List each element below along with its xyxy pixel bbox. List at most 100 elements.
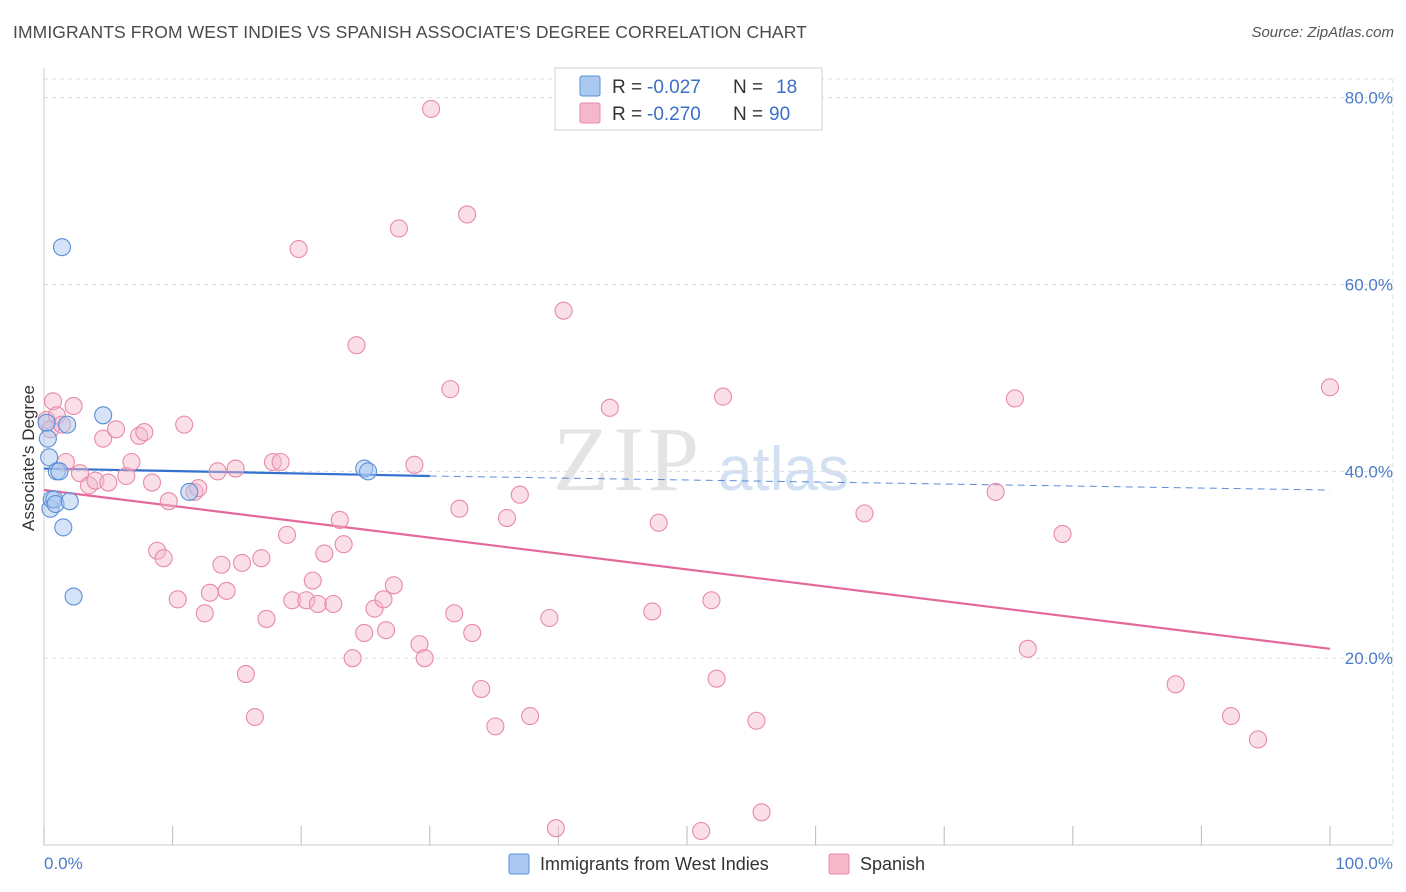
y-tick-label-60: 60.0% [1345, 276, 1393, 295]
y-tick-label-20: 20.0% [1345, 649, 1393, 668]
legend-r-label-1: R = [612, 104, 642, 125]
point-spanish-18 [148, 541, 167, 560]
point-spanish-13 [117, 466, 136, 486]
point-spanish-87 [1166, 675, 1185, 694]
legend-r-value-0: -0.027 [647, 77, 701, 98]
point-spanish-35 [257, 609, 276, 628]
point-spanish-48 [343, 649, 362, 668]
legend-n-label-1: N = [733, 104, 763, 125]
point-west-indies-12 [60, 492, 79, 511]
point-west-indies-9 [52, 238, 72, 257]
series-legend-swatch-west-indies [508, 853, 530, 875]
point-spanish-53 [377, 621, 396, 640]
point-spanish-57 [410, 635, 429, 654]
point-spanish-47 [334, 535, 353, 554]
point-spanish-12 [106, 420, 126, 439]
point-spanish-62 [450, 499, 469, 518]
point-spanish-14 [122, 452, 141, 472]
point-spanish-17 [142, 473, 162, 492]
point-west-indies-10 [54, 518, 73, 537]
point-spanish-39 [283, 591, 302, 610]
point-spanish-72 [554, 301, 573, 320]
point-spanish-55 [389, 219, 408, 238]
y-axis-title: Associate's Degree [19, 385, 38, 531]
axes [43, 68, 1393, 846]
point-spanish-76 [692, 821, 711, 841]
y-tick-label-40: 40.0% [1345, 462, 1393, 481]
data-points [37, 99, 1340, 841]
point-spanish-11 [99, 473, 118, 492]
point-spanish-65 [472, 679, 491, 699]
series-legend-swatch-spanish [828, 853, 850, 875]
point-spanish-29 [217, 581, 236, 600]
legend-n-value-1: 90 [769, 104, 790, 125]
legend-swatch-west-indies [579, 75, 601, 97]
point-spanish-56 [405, 455, 424, 474]
point-spanish-84 [1005, 389, 1024, 408]
x-tick-label-max: 100.0% [1335, 854, 1393, 873]
point-west-indies-17 [359, 462, 378, 481]
point-spanish-49 [347, 336, 366, 355]
point-spanish-61 [445, 604, 464, 623]
point-spanish-67 [497, 508, 517, 528]
point-spanish-60 [441, 380, 460, 399]
point-spanish-8 [79, 476, 99, 495]
point-spanish-44 [315, 544, 334, 563]
point-spanish-20 [159, 492, 178, 511]
point-spanish-68 [510, 485, 529, 504]
point-spanish-69 [521, 707, 540, 726]
point-spanish-85 [1018, 639, 1037, 658]
point-spanish-33 [245, 707, 264, 727]
series-legend-label-spanish: Spanish [860, 854, 925, 874]
point-spanish-31 [232, 553, 252, 572]
point-spanish-46 [330, 510, 349, 529]
point-spanish-70 [540, 608, 559, 628]
point-spanish-50 [355, 623, 374, 642]
point-spanish-43 [308, 594, 327, 614]
trend-line-spanish [43, 488, 1331, 650]
point-spanish-82 [855, 504, 874, 523]
point-west-indies-2 [40, 448, 59, 467]
point-spanish-81 [752, 803, 771, 822]
point-spanish-16 [135, 423, 154, 442]
point-spanish-7 [70, 464, 90, 483]
point-spanish-41 [297, 591, 316, 610]
point-spanish-38 [278, 525, 297, 544]
point-spanish-32 [236, 665, 255, 684]
point-spanish-88 [1221, 707, 1241, 726]
point-spanish-86 [1053, 524, 1072, 543]
source-label: Source: ZipAtlas.com [1251, 24, 1394, 41]
point-west-indies-11 [58, 415, 77, 434]
point-spanish-59 [422, 99, 441, 118]
watermark-zip: ZIP [553, 408, 703, 510]
point-spanish-66 [486, 717, 505, 736]
y-tick-label-80: 80.0% [1345, 89, 1393, 108]
watermark-atlas: atlas [718, 435, 849, 504]
point-spanish-64 [463, 623, 482, 642]
point-spanish-19 [154, 549, 173, 568]
y-tick-labels: 20.0% 40.0% 60.0% 80.0% [1345, 89, 1393, 668]
point-spanish-58 [415, 649, 434, 668]
point-west-indies-14 [94, 406, 113, 425]
point-spanish-25 [195, 604, 214, 623]
point-spanish-78 [707, 669, 726, 688]
point-spanish-28 [212, 555, 231, 574]
point-spanish-77 [702, 591, 721, 610]
point-spanish-52 [374, 590, 393, 609]
series-legend: Immigrants from West Indies Spanish [508, 853, 925, 875]
point-spanish-90 [1320, 378, 1340, 397]
point-spanish-36 [263, 452, 282, 472]
legend-r-value-1: -0.270 [647, 104, 701, 125]
point-spanish-89 [1248, 730, 1268, 749]
point-spanish-30 [226, 459, 245, 478]
x-tick-label-min: 0.0% [44, 854, 83, 873]
point-spanish-34 [252, 549, 271, 568]
point-spanish-71 [546, 819, 565, 838]
point-spanish-45 [324, 594, 343, 614]
point-west-indies-1 [38, 429, 57, 448]
point-spanish-37 [271, 452, 290, 472]
legend-n-value-0: 18 [776, 77, 797, 98]
point-spanish-74 [643, 602, 662, 621]
legend-r-label-0: R = [612, 77, 642, 98]
